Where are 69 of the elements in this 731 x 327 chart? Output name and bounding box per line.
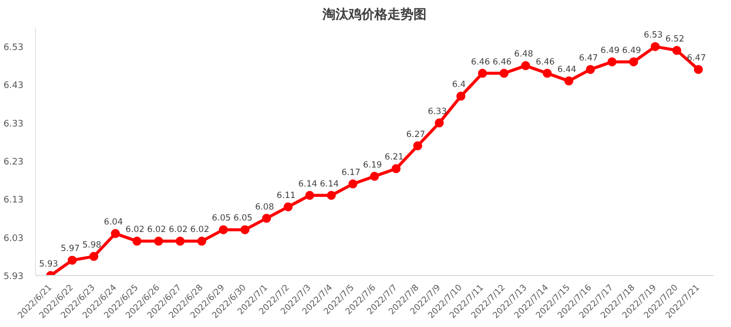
point bbox=[132, 236, 142, 246]
point bbox=[586, 64, 595, 74]
point bbox=[672, 46, 682, 55]
data-label: 6.33 bbox=[428, 106, 447, 117]
y-tick-label: 6.13 bbox=[3, 196, 24, 206]
data-label: 6.49 bbox=[622, 46, 642, 56]
y-tick-label: 6.53 bbox=[3, 43, 24, 54]
data-label: 6.52 bbox=[665, 34, 684, 44]
data-label: 6.27 bbox=[406, 130, 426, 140]
data-label: 6.02 bbox=[126, 225, 144, 236]
point bbox=[68, 256, 77, 265]
point bbox=[284, 202, 293, 212]
data-label: 6.4 bbox=[452, 80, 466, 90]
data-label: 6.02 bbox=[168, 225, 188, 236]
data-label: 6.05 bbox=[212, 214, 231, 224]
data-label: 6.46 bbox=[536, 57, 555, 68]
point bbox=[521, 61, 530, 70]
y-tick-label: 6.33 bbox=[3, 119, 24, 130]
point bbox=[478, 68, 487, 78]
point bbox=[154, 236, 164, 246]
point bbox=[542, 68, 552, 78]
data-label: 6.53 bbox=[644, 30, 663, 41]
data-label: 6.14 bbox=[298, 179, 318, 190]
point bbox=[392, 164, 401, 174]
data-label: 6.46 bbox=[492, 57, 512, 68]
point bbox=[110, 229, 120, 238]
point bbox=[176, 236, 185, 246]
data-label: 6.17 bbox=[341, 168, 360, 178]
data-label: 6.49 bbox=[600, 46, 620, 56]
point bbox=[564, 76, 574, 86]
data-label: 5.93 bbox=[39, 260, 58, 270]
point bbox=[326, 190, 336, 200]
data-label: 6.14 bbox=[320, 179, 339, 190]
point bbox=[694, 64, 703, 74]
point bbox=[89, 252, 98, 261]
point bbox=[262, 214, 272, 223]
y-tick-label: 6.23 bbox=[3, 158, 24, 168]
y-tick-label: 5.93 bbox=[3, 272, 24, 282]
point bbox=[500, 68, 509, 78]
data-label: 6.47 bbox=[686, 53, 706, 64]
data-label: 6.48 bbox=[514, 50, 534, 60]
data-label: 5.98 bbox=[82, 240, 102, 250]
data-label: 6.11 bbox=[276, 190, 296, 201]
data-label: 6.04 bbox=[104, 218, 123, 228]
chart-title: 淘汰鸡价格走势图 bbox=[322, 6, 426, 22]
data-label: 6.21 bbox=[384, 152, 404, 163]
point bbox=[650, 42, 660, 52]
y-tick-label: 6.43 bbox=[3, 81, 24, 92]
point bbox=[240, 225, 250, 234]
y-tick-label: 6.03 bbox=[3, 234, 24, 244]
data-label: 6.05 bbox=[233, 214, 252, 224]
data-label: 6.08 bbox=[255, 202, 274, 212]
point bbox=[370, 172, 379, 181]
data-label: 5.97 bbox=[60, 244, 80, 254]
point bbox=[608, 57, 617, 66]
point bbox=[197, 236, 206, 246]
data-label: 6.47 bbox=[578, 53, 598, 64]
data-label: 6.46 bbox=[471, 57, 490, 68]
point bbox=[434, 118, 444, 128]
data-label: 6.02 bbox=[190, 225, 210, 236]
point bbox=[305, 190, 314, 200]
point bbox=[456, 92, 466, 101]
data-label: 6.02 bbox=[147, 225, 166, 236]
point bbox=[348, 179, 358, 188]
point bbox=[218, 225, 228, 234]
point bbox=[413, 141, 422, 150]
data-label: 6.19 bbox=[363, 160, 382, 170]
point bbox=[629, 57, 638, 66]
data-label: 6.44 bbox=[557, 64, 576, 75]
